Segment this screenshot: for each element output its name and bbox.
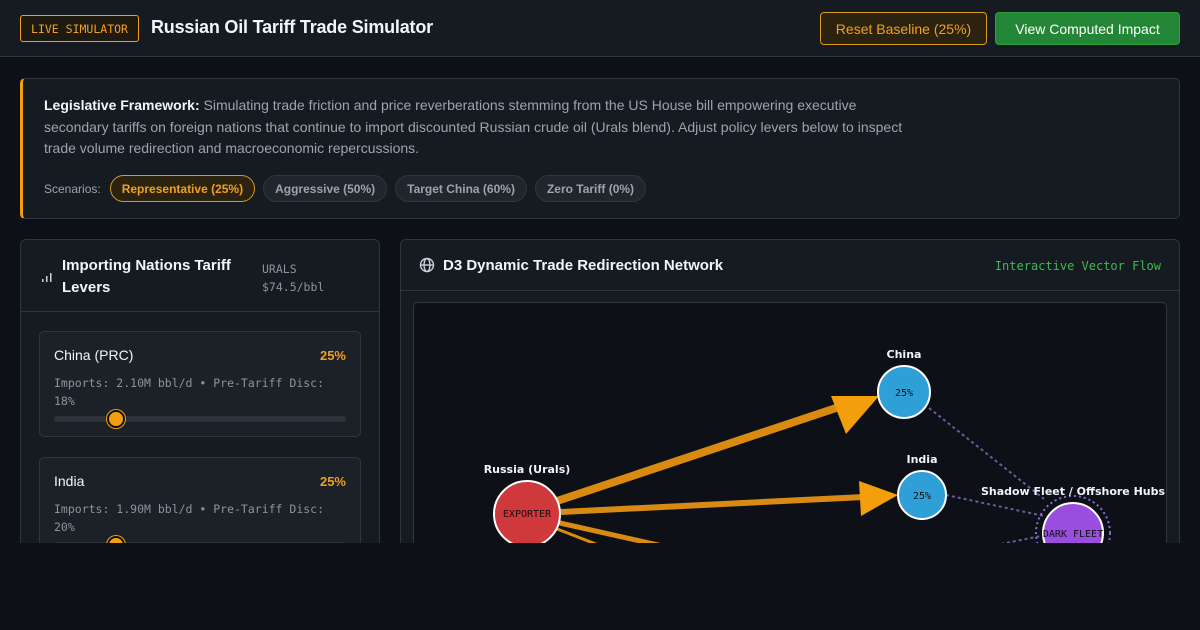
network-panel: D3 Dynamic Trade Redirection Network Int… (400, 239, 1180, 543)
node-inner: 25% (895, 388, 913, 399)
impact-button[interactable]: View Computed Impact (995, 12, 1180, 45)
edges (550, 396, 1047, 543)
flow-edge (555, 403, 841, 505)
flow-edge (560, 494, 865, 515)
network-header: D3 Dynamic Trade Redirection Network Int… (401, 240, 1179, 291)
node-inner: EXPORTER (503, 509, 552, 520)
nation-card: China (PRC) 25% Imports: 2.10M bbl/d • P… (39, 331, 361, 437)
network-title: D3 Dynamic Trade Redirection Network (443, 257, 724, 274)
nation-tariff: 25% (319, 474, 346, 489)
scenario-pill[interactable]: Target China (60%) (395, 175, 527, 202)
scenario-pill[interactable]: Aggressive (50%) (263, 175, 388, 202)
levers-title: Importing Nations Tariff Levers (62, 257, 231, 296)
price-value: $74.5/bbl (262, 280, 325, 294)
reset-button[interactable]: Reset Baseline (25%) (820, 12, 987, 45)
node-russia[interactable] (493, 480, 561, 543)
dark-edge (1000, 534, 1047, 543)
framework-text: Legislative Framework: Simulating trade … (44, 95, 924, 160)
nation-card: India 25% Imports: 1.90M bbl/d • Pre-Tar… (39, 457, 361, 543)
node-inner: DARK FLEET (1043, 529, 1103, 540)
app-title: Russian Oil Tariff Trade Simulator (151, 17, 433, 37)
top-bar: LIVE SIMULATOR Russian Oil Tariff Trade … (0, 0, 1200, 57)
node-label: Russia (Urals) (484, 463, 571, 476)
slider-track[interactable] (54, 416, 346, 422)
network-graph: EXPORTER Russia (Urals) 25% China 25% In… (484, 348, 1166, 543)
flow-edge (550, 518, 661, 543)
bars-icon (42, 273, 52, 282)
node-dark-fleet[interactable] (1042, 502, 1104, 543)
price-box: URALS $74.5/bbl (262, 260, 324, 296)
nation-tariff: 25% (319, 348, 346, 363)
dark-edge (928, 407, 1045, 500)
slider-thumb[interactable] (107, 410, 125, 428)
scenarios-label: Scenarios: (44, 181, 101, 196)
nation-name: China (PRC) (54, 347, 134, 363)
nation-details: Imports: 2.10M bbl/d • Pre-Tariff Disc: … (54, 376, 325, 408)
arrowhead (859, 481, 898, 516)
scenario-pill[interactable]: Representative (25%) (109, 175, 256, 202)
node-label: Shadow Fleet / Offshore Hubs (981, 485, 1166, 498)
framework-label: Legislative Framework: (44, 97, 200, 113)
node-inner: 25% (913, 491, 931, 502)
scenario-row: Scenarios: Representative (25%) Aggressi… (44, 175, 647, 202)
app: LIVE SIMULATOR Russian Oil Tariff Trade … (0, 0, 1200, 543)
arrowhead (831, 396, 879, 434)
price-label: URALS (262, 262, 297, 276)
node-china[interactable] (877, 365, 931, 419)
slider-track[interactable] (54, 542, 346, 543)
network-tag: Interactive Vector Flow (994, 259, 1161, 273)
framework-box: Legislative Framework: Simulating trade … (20, 78, 1180, 219)
nation-details: Imports: 1.90M bbl/d • Pre-Tariff Disc: … (54, 502, 325, 534)
node-india[interactable] (897, 470, 947, 520)
node-ring (1035, 495, 1111, 543)
nation-name: India (54, 473, 85, 489)
levers-header: Importing Nations Tariff Levers URALS $74… (21, 240, 379, 312)
nodes: EXPORTER Russia (Urals) 25% China 25% In… (484, 348, 1166, 543)
flow-edge (551, 525, 598, 543)
badge: LIVE SIMULATOR (20, 15, 139, 42)
dark-edge (945, 494, 1045, 517)
node-label: India (907, 453, 938, 466)
framework-body: Simulating trade friction and price reve… (44, 97, 903, 156)
levers-panel: Importing Nations Tariff Levers URALS $74… (20, 239, 380, 543)
slider-thumb[interactable] (107, 536, 125, 543)
node-label: China (887, 348, 922, 361)
scenario-pill[interactable]: Zero Tariff (0%) (534, 175, 647, 202)
globe-icon (419, 257, 435, 273)
network-canvas: EXPORTER Russia (Urals) 25% China 25% In… (413, 302, 1167, 543)
